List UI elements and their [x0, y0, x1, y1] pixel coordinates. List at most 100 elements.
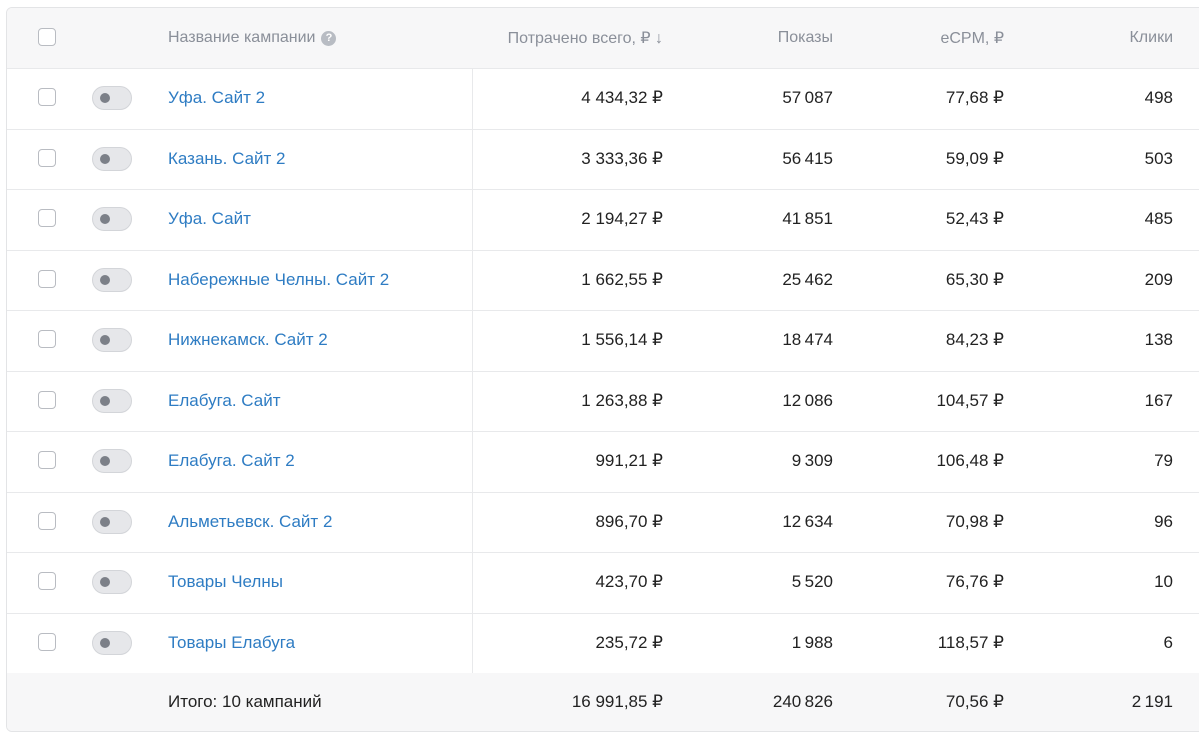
- campaign-name[interactable]: Нижнекамск. Сайт 2: [168, 310, 468, 371]
- cell-text: Показы: [777, 29, 833, 46]
- campaign-name[interactable]: Елабуга. Сайт 2: [168, 431, 468, 492]
- campaign-name[interactable]: Уфа. Сайт 2: [168, 68, 468, 129]
- cell-value: 56 415: [667, 129, 833, 190]
- campaign-row: Набережные Челны. Сайт 2 1 662,55 ₽ 25 462…: [7, 250, 1199, 311]
- cell-value: 96: [1007, 492, 1173, 553]
- toggle[interactable]: [92, 449, 132, 474]
- cell-text: Название кампании: [168, 29, 316, 46]
- cell-text: 2 194,27 ₽: [581, 209, 663, 229]
- cell-text: 235,72 ₽: [595, 632, 663, 652]
- cell-text[interactable]: Уфа. Сайт: [168, 209, 251, 229]
- cell-text[interactable]: Товары Челны: [168, 572, 283, 592]
- campaign-row: Товары Елабуга 235,72 ₽ 1 988 118,57 ₽ 6: [7, 613, 1199, 674]
- campaign-row: Товары Челны 423,70 ₽ 5 520 76,76 ₽ 10: [7, 552, 1199, 614]
- cell-text: 59,09 ₽: [945, 148, 1004, 168]
- cell-text: 138: [1144, 330, 1173, 350]
- help-icon[interactable]: ?: [321, 30, 337, 46]
- cell-value: 106,48 ₽: [837, 431, 1004, 492]
- cell-text: 76,76 ₽: [945, 572, 1004, 592]
- cell-value: 240 826: [667, 673, 833, 731]
- cell-text[interactable]: Товары Елабуга: [168, 632, 296, 652]
- cell-text: 10: [1154, 572, 1173, 592]
- cell-text: 896,70 ₽: [595, 511, 663, 531]
- toggle[interactable]: [92, 509, 132, 534]
- checkbox[interactable]: [38, 572, 56, 591]
- cell-value: 12 086: [667, 371, 833, 432]
- cell-value: 3 333,36 ₽: [477, 129, 663, 190]
- cell-text: 1 662,55 ₽: [581, 269, 663, 289]
- cell-text: Потрачено всего, ₽ ↓: [507, 30, 663, 47]
- header-row: Название кампании? Потрачено всего, ₽ ↓ По…: [7, 8, 1199, 69]
- cell-value: 167: [1007, 371, 1173, 432]
- campaign-name[interactable]: Казань. Сайт 2: [168, 129, 468, 190]
- cell-text[interactable]: Елабуга. Сайт 2: [168, 451, 295, 471]
- toggle[interactable]: [92, 207, 132, 232]
- checkbox[interactable]: [38, 28, 56, 46]
- cell-text: 104,57 ₽: [936, 390, 1004, 410]
- toggle[interactable]: [92, 570, 132, 595]
- checkbox[interactable]: [38, 451, 56, 470]
- cell-text: 2 191: [1131, 692, 1173, 711]
- checkbox[interactable]: [38, 88, 56, 107]
- toggle[interactable]: [92, 86, 132, 111]
- cell-text: 498: [1144, 88, 1173, 108]
- checkbox[interactable]: [38, 269, 56, 288]
- cell-value: 70,56 ₽: [837, 673, 1004, 731]
- cell-text: 12 634: [782, 511, 833, 531]
- checkbox[interactable]: [38, 330, 56, 349]
- cell-text: 70,56 ₽: [945, 692, 1004, 711]
- cell-value: 896,70 ₽: [477, 492, 663, 553]
- cell-text: 4 434,32 ₽: [581, 88, 663, 108]
- campaign-name[interactable]: Набережные Челны. Сайт 2: [168, 250, 468, 311]
- campaign-name[interactable]: Елабуга. Сайт: [168, 371, 468, 432]
- cell-value: 9 309: [667, 431, 833, 492]
- checkbox[interactable]: [38, 511, 56, 530]
- cell-value: 57 087: [667, 68, 833, 129]
- cell-text[interactable]: Альметьевск. Сайт 2: [168, 511, 333, 531]
- cell-value: 498: [1007, 68, 1173, 129]
- checkbox[interactable]: [38, 209, 56, 228]
- campaign-row: Нижнекамск. Сайт 2 1 556,14 ₽ 18 474 84,23 …: [7, 310, 1199, 372]
- cell-value: 423,70 ₽: [477, 552, 663, 613]
- cell-text: 12 086: [782, 390, 833, 410]
- toggle[interactable]: [92, 267, 132, 292]
- cell-value: 79: [1007, 431, 1173, 492]
- cell-value: 2 194,27 ₽: [477, 189, 663, 250]
- checkbox[interactable]: [38, 632, 56, 651]
- toggle[interactable]: [92, 328, 132, 353]
- checkbox[interactable]: [38, 148, 56, 167]
- cell-text[interactable]: Набережные Челны. Сайт 2: [168, 269, 390, 289]
- campaign-name[interactable]: Товары Челны: [168, 552, 468, 613]
- campaign-name[interactable]: Товары Елабуга: [168, 613, 468, 674]
- toggle[interactable]: [92, 388, 132, 413]
- cell-value: 1 263,88 ₽: [477, 371, 663, 432]
- cell-text: 118,57 ₽: [937, 632, 1004, 652]
- cell-text: 79: [1154, 451, 1173, 471]
- cell-value: 503: [1007, 129, 1173, 190]
- cell-text[interactable]: Елабуга. Сайт: [168, 390, 281, 410]
- column-header: Клики: [1007, 8, 1173, 68]
- cell-text: 84,23 ₽: [945, 330, 1004, 350]
- cell-value: 16 991,85 ₽: [477, 673, 663, 731]
- cell-value: 104,57 ₽: [837, 371, 1004, 432]
- cell-text: 503: [1144, 148, 1173, 168]
- campaign-name[interactable]: Уфа. Сайт: [168, 189, 468, 250]
- cell-value: 77,68 ₽: [837, 68, 1004, 129]
- column-header: Показы: [667, 8, 833, 68]
- cell-value: 4 434,32 ₽: [477, 68, 663, 129]
- cell-text[interactable]: Казань. Сайт 2: [168, 148, 286, 168]
- cell-text: 25 462: [782, 269, 833, 289]
- cell-value: 118,57 ₽: [837, 613, 1004, 674]
- cell-value: 235,72 ₽: [477, 613, 663, 674]
- cell-text: 96: [1154, 511, 1173, 531]
- cell-text: 3 333,36 ₽: [581, 148, 663, 168]
- cell-text: 485: [1144, 209, 1173, 229]
- cell-text: Итого: 10 кампаний: [168, 692, 322, 711]
- cell-text[interactable]: Нижнекамск. Сайт 2: [168, 330, 328, 350]
- campaign-name[interactable]: Альметьевск. Сайт 2: [168, 492, 468, 553]
- toggle[interactable]: [92, 630, 132, 655]
- cell-text[interactable]: Уфа. Сайт 2: [168, 88, 266, 108]
- toggle[interactable]: [92, 146, 132, 171]
- cell-text: 9 309: [791, 451, 833, 471]
- checkbox[interactable]: [38, 390, 56, 409]
